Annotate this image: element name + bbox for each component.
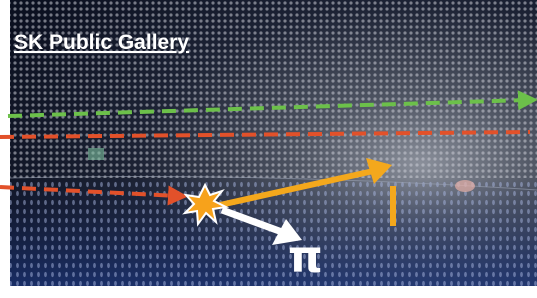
scene: SK Public Gallery π [0,0,537,298]
page: SK Public Gallery π (() => { const data … [0,0,537,298]
particle-label: π [288,232,323,283]
caption: SK Public Gallery [14,31,189,54]
